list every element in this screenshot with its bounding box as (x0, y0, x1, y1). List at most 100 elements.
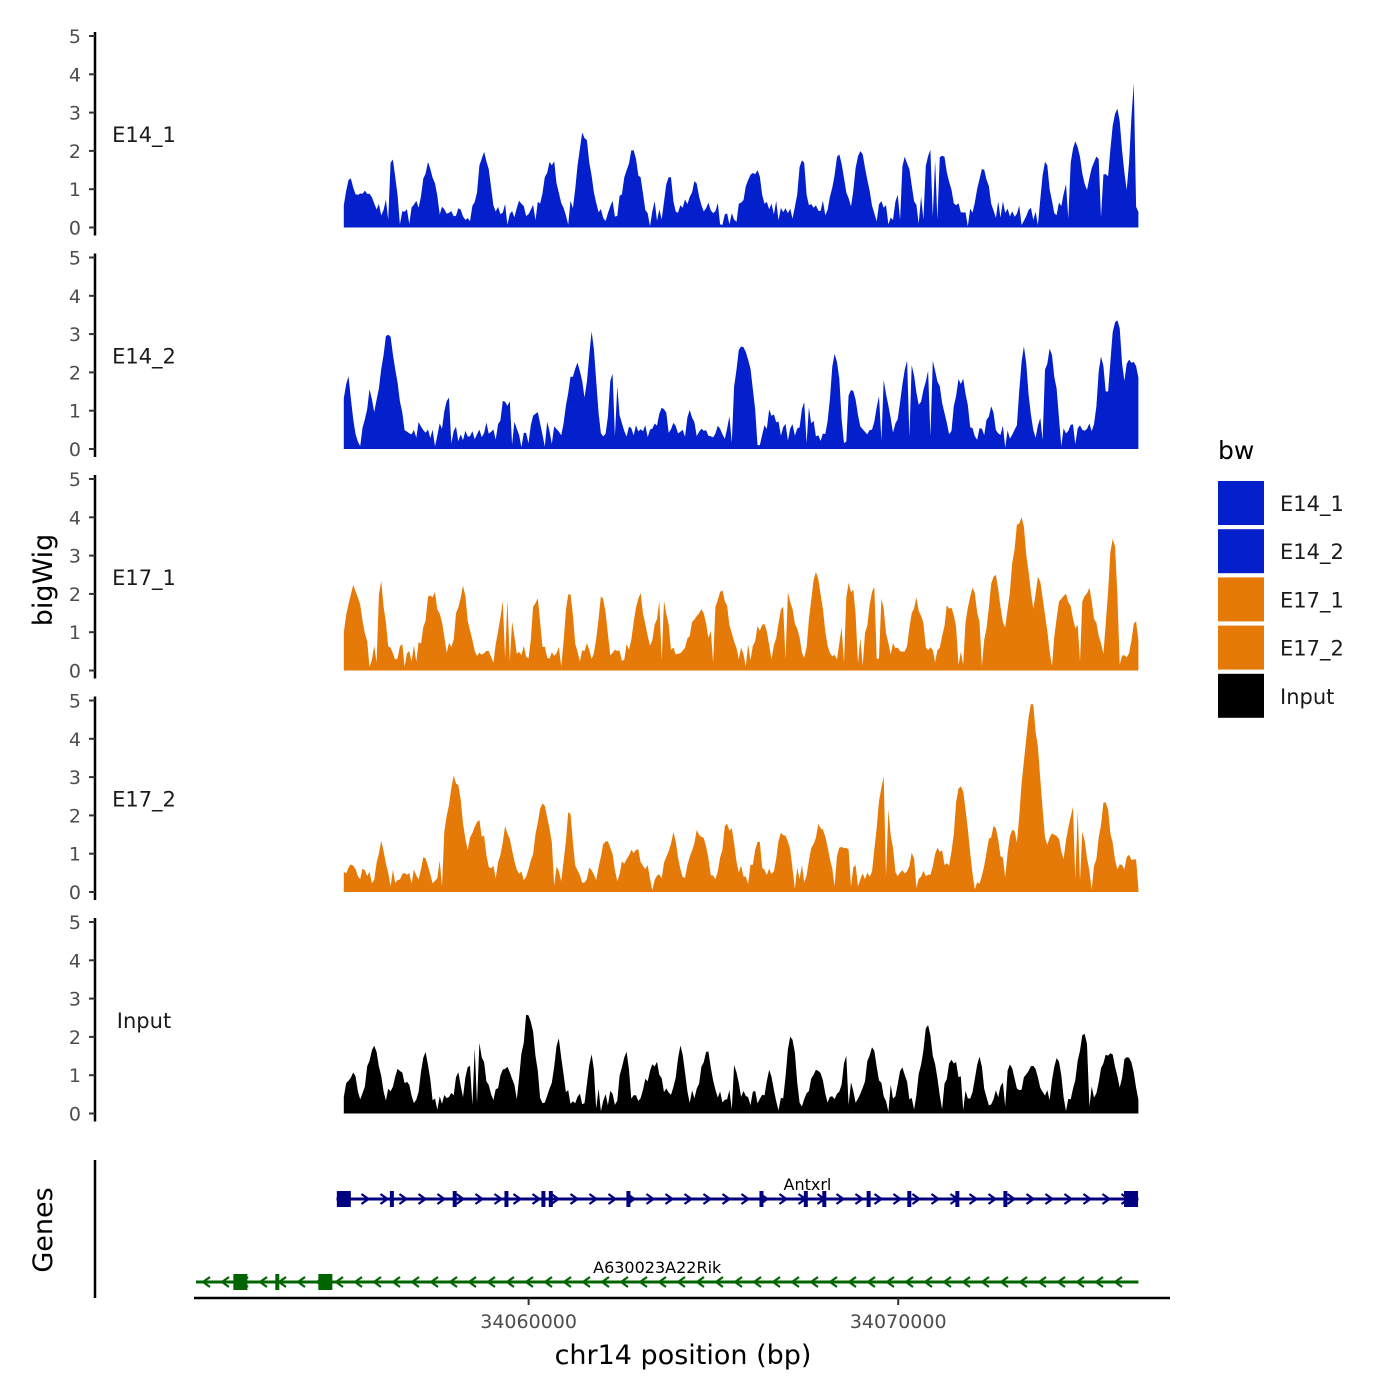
strand-arrow (531, 1193, 542, 1205)
strand-arrow (835, 1193, 846, 1205)
strand-arrow (923, 1276, 933, 1288)
strand-arrow (562, 1276, 572, 1288)
strand-arrow (493, 1193, 504, 1205)
strand-arrow (873, 1193, 884, 1205)
x-tick-label: 34070000 (850, 1311, 947, 1333)
strand-arrow (379, 1193, 390, 1205)
strand-arrow (714, 1276, 724, 1288)
strand-arrow (201, 1276, 211, 1288)
strand-arrow (676, 1276, 686, 1288)
track-label: E14_1 (112, 123, 176, 148)
strand-arrow (987, 1193, 998, 1205)
strand-arrow (436, 1193, 447, 1205)
strand-arrow (892, 1193, 903, 1205)
y-tick-label: 3 (69, 767, 81, 789)
strand-arrow (429, 1276, 439, 1288)
strand-arrow (1018, 1276, 1028, 1288)
exon (275, 1274, 280, 1290)
legend-key-E17_1 (1218, 577, 1264, 622)
strand-arrow (360, 1193, 371, 1205)
strand-arrow (695, 1276, 705, 1288)
strand-arrow (1025, 1193, 1036, 1205)
signal-area-E17_1 (343, 517, 1139, 671)
strand-arrow (353, 1276, 363, 1288)
signal-area-E14_2 (343, 320, 1139, 449)
strand-arrow (721, 1193, 732, 1205)
track-label: E17_2 (112, 788, 176, 813)
strand-arrow (600, 1276, 610, 1288)
y-tick-label: 1 (69, 622, 81, 644)
strand-arrow (790, 1276, 800, 1288)
strand-arrow (607, 1193, 618, 1205)
y-tick-label: 2 (69, 584, 81, 606)
strand-arrow (1094, 1276, 1104, 1288)
strand-arrow (847, 1276, 857, 1288)
exon (389, 1191, 394, 1207)
y-tick-label: 4 (69, 286, 81, 308)
x-tick-label: 34060000 (480, 1311, 577, 1333)
strand-arrow (664, 1193, 675, 1205)
y-tick-label: 2 (69, 141, 81, 163)
strand-arrow (866, 1276, 876, 1288)
strand-arrow (474, 1193, 485, 1205)
exon (907, 1191, 912, 1207)
strand-arrow (588, 1193, 599, 1205)
strand-arrow (619, 1276, 629, 1288)
y-tick-label: 0 (69, 439, 81, 461)
legend-label: E17_1 (1280, 588, 1344, 613)
strand-arrow (410, 1276, 420, 1288)
legend-label: Input (1280, 685, 1334, 709)
strand-arrow (220, 1276, 230, 1288)
y-tick-label: 4 (69, 729, 81, 751)
strand-arrow (771, 1276, 781, 1288)
y-tick-label: 1 (69, 844, 81, 866)
strand-arrow (683, 1193, 694, 1205)
strand-arrow (828, 1276, 838, 1288)
legend-label: E17_2 (1280, 637, 1344, 662)
strand-arrow (1037, 1276, 1047, 1288)
strand-arrow (512, 1193, 523, 1205)
y-tick-label: 5 (69, 469, 81, 491)
strand-arrow (942, 1276, 952, 1288)
genes-axis-title: Genes (28, 1187, 59, 1272)
exon (759, 1191, 764, 1207)
strand-arrow (968, 1193, 979, 1205)
y-tick-label: 3 (69, 546, 81, 568)
gene-Antxrl: Antxrl (336, 1175, 1139, 1207)
strand-arrow (809, 1276, 819, 1288)
exon (336, 1191, 351, 1207)
y-tick-label: 2 (69, 805, 81, 827)
signal-area-E14_1 (343, 83, 1139, 228)
exon (866, 1191, 871, 1207)
strand-arrow (1006, 1193, 1017, 1205)
strand-arrow (904, 1276, 914, 1288)
strand-arrow (391, 1276, 401, 1288)
exon (1124, 1191, 1139, 1207)
strand-arrow (1113, 1276, 1123, 1288)
y-tick-label: 3 (69, 989, 81, 1011)
y-tick-label: 4 (69, 507, 81, 529)
y-tick-label: 4 (69, 950, 81, 972)
strand-arrow (999, 1276, 1009, 1288)
track-panel-E17_1: 0 1 2 3 4 5 E17_1 (69, 469, 1139, 683)
y-tick-label: 4 (69, 64, 81, 86)
exon (955, 1191, 960, 1207)
strand-arrow (645, 1193, 656, 1205)
strand-arrow (372, 1276, 382, 1288)
exon (318, 1274, 333, 1290)
strand-arrow (1082, 1193, 1093, 1205)
strand-arrow (581, 1276, 591, 1288)
legend-label: E14_1 (1280, 492, 1344, 517)
legend-title: bw (1218, 436, 1254, 465)
track-label: E17_1 (112, 566, 176, 591)
y-tick-label: 1 (69, 1065, 81, 1087)
strand-arrow (961, 1276, 971, 1288)
y-tick-label: 3 (69, 103, 81, 125)
gene-label: A630023A22Rik (593, 1258, 722, 1277)
y-tick-label: 5 (69, 248, 81, 270)
exon (1003, 1191, 1008, 1207)
strand-arrow (885, 1276, 895, 1288)
strand-arrow (543, 1276, 553, 1288)
strand-arrow (911, 1193, 922, 1205)
